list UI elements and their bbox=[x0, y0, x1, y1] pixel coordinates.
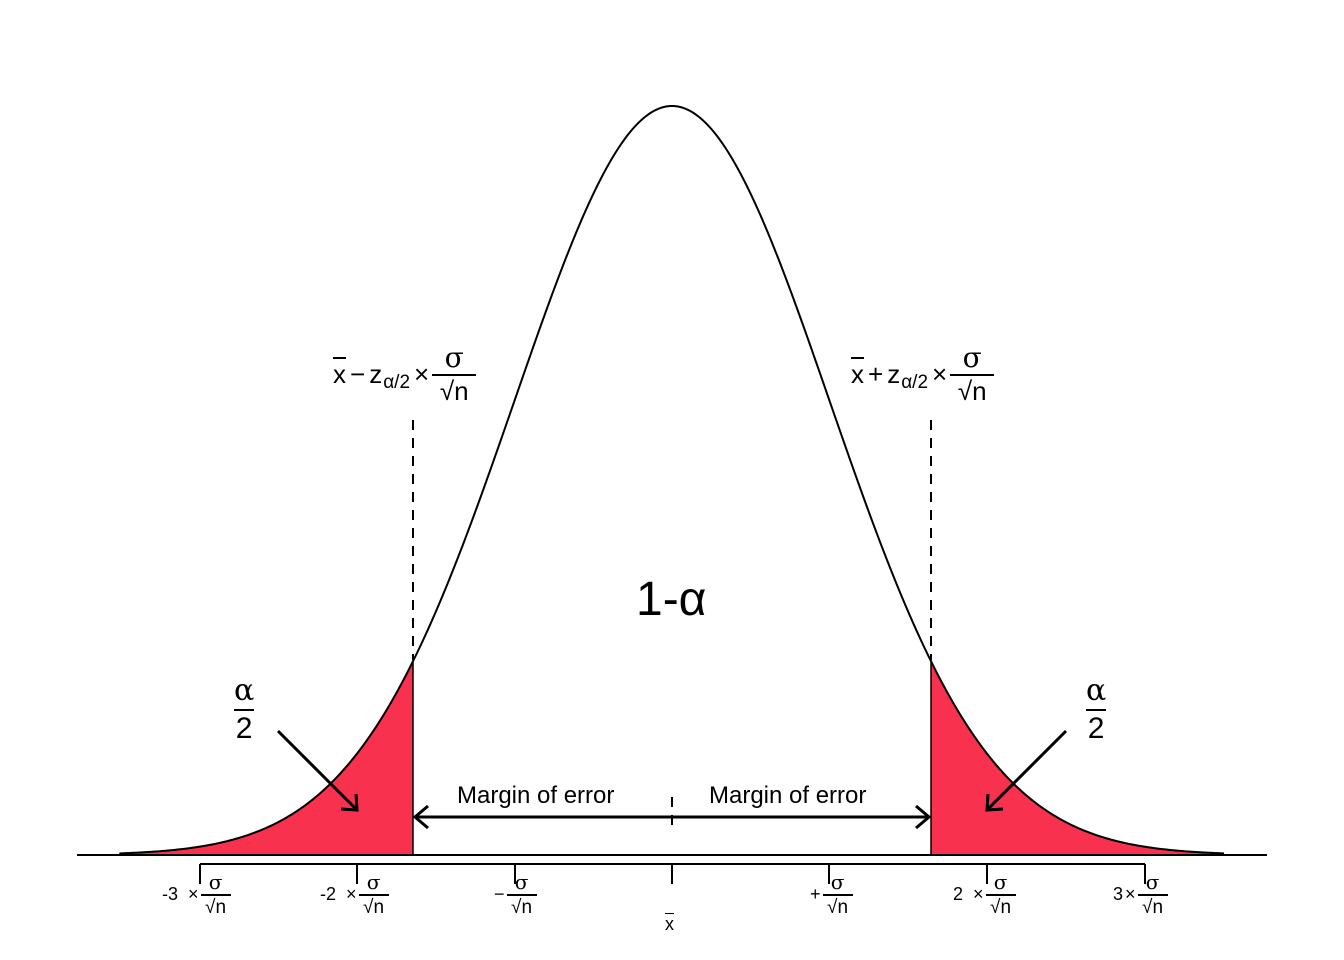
tick-label-plus-1-se: + σ √n bbox=[810, 872, 853, 917]
right-tail-alpha-label: α 2 bbox=[1086, 673, 1107, 745]
tick-label-plus-2-se: 2 × σ √n bbox=[953, 872, 1016, 917]
tick-label-plus-3-se: 3 × σ √n bbox=[1113, 872, 1168, 917]
normal-curve bbox=[119, 104, 1225, 855]
left-tail-alpha-label: α 2 bbox=[234, 673, 255, 745]
margin-of-error-label-left: Margin of error bbox=[457, 782, 615, 809]
tick-label-sample-mean: x bbox=[665, 914, 674, 934]
margin-of-error-arrow bbox=[412, 804, 932, 830]
axis-ticks bbox=[199, 863, 1146, 884]
margin-of-error-label-right: Margin of error bbox=[709, 782, 867, 809]
tick-label-minus-1-se: − σ √n bbox=[494, 872, 537, 917]
tick-label-minus-3-se: -3 × σ √n bbox=[162, 872, 231, 917]
lower-confidence-bound-formula: x − z α/2 × σ √n bbox=[333, 344, 477, 404]
right-tail-area bbox=[930, 660, 1226, 856]
left-tail-arrow bbox=[276, 729, 359, 812]
right-tail-arrow bbox=[985, 729, 1068, 812]
confidence-level-label: 1-α bbox=[636, 573, 707, 626]
tick-label-minus-2-se: -2 × σ √n bbox=[320, 872, 389, 917]
left-tail-area bbox=[119, 660, 414, 856]
upper-confidence-bound-formula: x + z α/2 × σ √n bbox=[851, 344, 995, 404]
